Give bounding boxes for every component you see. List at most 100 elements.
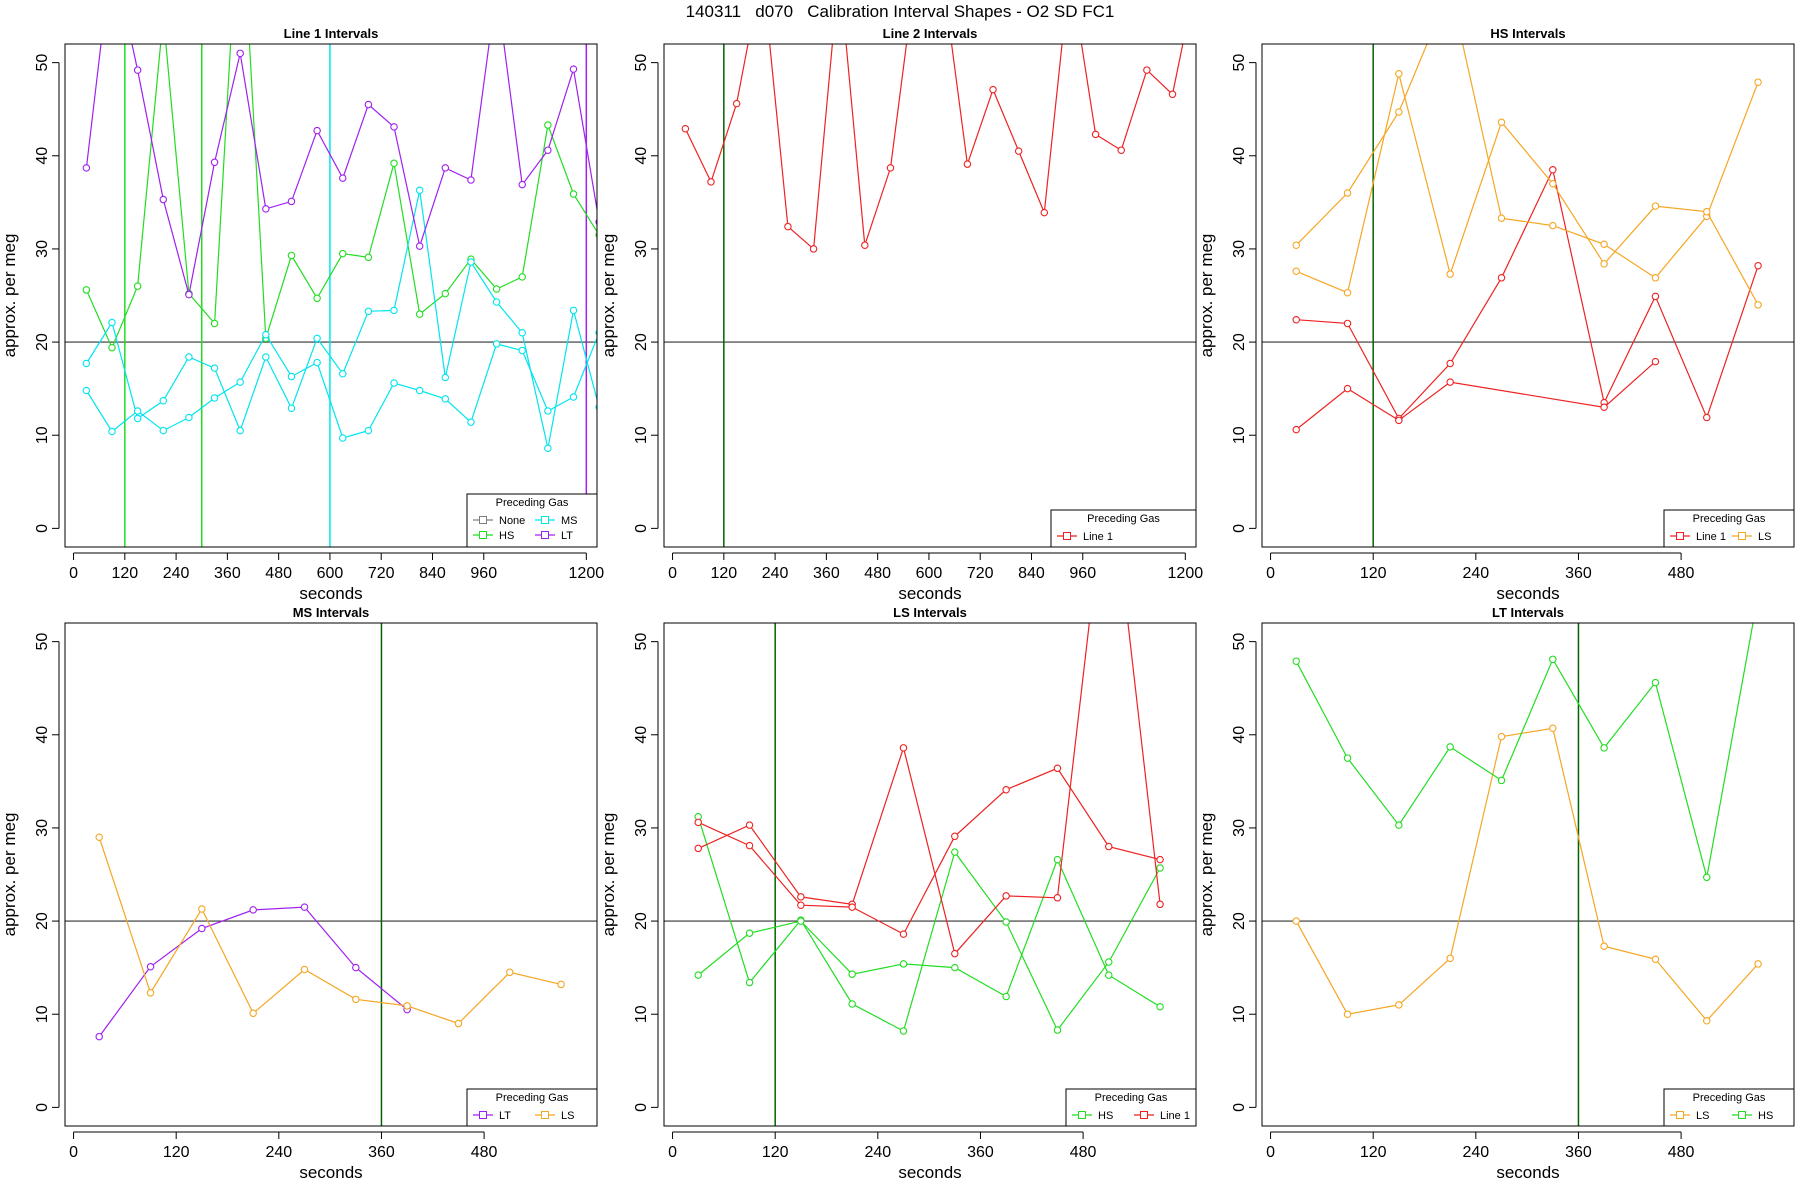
data-point bbox=[1156, 1003, 1164, 1011]
data-point bbox=[797, 893, 805, 901]
data-point bbox=[569, 190, 578, 198]
data-point bbox=[1053, 894, 1062, 902]
y-axis: 0 10 20 30 40 50 bbox=[633, 633, 659, 1112]
chart-panel-1: Line 1 Intervals 0 120 240 360 480 600 720 840 96… bbox=[0, 26, 604, 603]
legend-entry: Line 1 bbox=[1670, 531, 1726, 543]
data-point bbox=[886, 164, 895, 172]
x-tick-label: 240 bbox=[864, 1144, 891, 1161]
data-point bbox=[1497, 214, 1506, 222]
legend-entry: Line 1 bbox=[1057, 531, 1113, 543]
y-axis: 0 10 20 30 40 50 bbox=[1231, 633, 1257, 1112]
x-tick-label: 360 bbox=[1565, 1144, 1592, 1161]
x-axis: 0 120 240 360 480 bbox=[668, 1131, 1097, 1161]
data-point bbox=[339, 434, 347, 442]
chart-panel-6: LT Intervals 0 120 240 360 480 seconds 0 10 20 30 4… bbox=[1197, 605, 1795, 1182]
y-tick-label: 40 bbox=[633, 147, 650, 165]
legend-box bbox=[1050, 509, 1197, 548]
chart-panel-3: HS Intervals 0 120 240 360 480 seconds 0 10 20 30 4… bbox=[1197, 26, 1795, 603]
data-point bbox=[951, 832, 959, 841]
data-point bbox=[1343, 189, 1352, 197]
legend-box bbox=[1663, 509, 1795, 548]
data-point bbox=[1117, 146, 1125, 154]
chart-title: LT Intervals bbox=[1492, 605, 1564, 620]
data-point bbox=[159, 426, 168, 435]
legend-label: HS bbox=[499, 530, 514, 542]
data-point bbox=[951, 949, 959, 958]
chart-title: Line 2 Intervals bbox=[883, 26, 978, 41]
y-tick-label: 40 bbox=[633, 726, 650, 744]
legend-entry: HS bbox=[1732, 1110, 1773, 1122]
data-point bbox=[745, 841, 754, 850]
page-title: 140311 d070 Calibration Interval Shapes … bbox=[685, 2, 1115, 21]
data-point bbox=[210, 394, 219, 402]
legend-title: Preceding Gas bbox=[1693, 1092, 1766, 1104]
data-point bbox=[1292, 425, 1300, 434]
data-point bbox=[415, 242, 424, 250]
data-point bbox=[1105, 958, 1113, 966]
data-point bbox=[1091, 130, 1100, 139]
y-tick-label: 10 bbox=[34, 426, 51, 444]
data-point bbox=[732, 99, 741, 108]
data-point bbox=[262, 205, 270, 213]
data-point bbox=[210, 319, 219, 328]
series-lt bbox=[95, 903, 411, 1041]
data-point bbox=[694, 971, 702, 979]
y-tick-label: 20 bbox=[34, 333, 51, 351]
x-tick-label: 240 bbox=[265, 1144, 292, 1161]
plot-area bbox=[65, 623, 597, 1126]
x-tick-label: 0 bbox=[668, 1144, 677, 1161]
data-point bbox=[1754, 960, 1762, 968]
series-lt bbox=[82, 44, 597, 299]
x-tick-label: 240 bbox=[163, 565, 190, 582]
data-point bbox=[1600, 403, 1608, 412]
data-point bbox=[1156, 864, 1164, 872]
data-point bbox=[339, 174, 347, 182]
data-point bbox=[403, 1002, 411, 1010]
data-point bbox=[364, 426, 373, 435]
y-tick-label: 10 bbox=[34, 1005, 51, 1023]
data-point bbox=[467, 258, 475, 266]
x-tick-label: 600 bbox=[916, 565, 943, 582]
data-point bbox=[1343, 754, 1352, 762]
data-point bbox=[784, 222, 792, 231]
y-tick-label: 30 bbox=[1231, 819, 1248, 837]
data-point bbox=[797, 917, 805, 925]
y-tick-label: 20 bbox=[1231, 912, 1248, 930]
data-point bbox=[1106, 452, 1112, 458]
data-point bbox=[1497, 732, 1506, 741]
data-point bbox=[133, 66, 142, 74]
legend-entry: HS bbox=[1072, 1110, 1113, 1122]
y-axis-label: approx. per meg bbox=[599, 813, 618, 937]
legend-label: None bbox=[499, 515, 525, 527]
series-line bbox=[697, 858, 1161, 1008]
data-point bbox=[1395, 416, 1403, 425]
plot-frame bbox=[64, 622, 598, 1127]
series-line bbox=[1296, 167, 1759, 420]
legend-entry: LS bbox=[1732, 531, 1771, 543]
legend-label: MS bbox=[561, 515, 578, 527]
series-line bbox=[697, 767, 1161, 935]
data-point bbox=[569, 65, 578, 73]
data-point bbox=[198, 924, 206, 933]
x-tick-label: 0 bbox=[1266, 565, 1275, 582]
x-tick-label: 1200 bbox=[1168, 565, 1204, 582]
data-point bbox=[694, 818, 702, 827]
data-point bbox=[1395, 108, 1403, 116]
data-point bbox=[441, 395, 450, 403]
legend-box bbox=[1663, 1088, 1795, 1127]
data-point bbox=[1446, 743, 1454, 751]
data-point bbox=[146, 989, 155, 997]
x-axis-label: seconds bbox=[1496, 584, 1559, 603]
x-tick-label: 0 bbox=[69, 565, 78, 582]
data-point bbox=[544, 146, 552, 154]
data-point bbox=[390, 306, 398, 315]
data-point bbox=[82, 359, 91, 368]
legend-box bbox=[466, 1088, 598, 1127]
plot-frame bbox=[1261, 43, 1795, 548]
legend: Preceding Gas LS HS bbox=[1663, 1088, 1795, 1127]
legend-entry: None bbox=[473, 515, 525, 527]
y-tick-label: 20 bbox=[633, 333, 650, 351]
x-axis-label: seconds bbox=[898, 584, 961, 603]
data-point bbox=[1156, 855, 1164, 864]
data-point bbox=[899, 930, 908, 938]
